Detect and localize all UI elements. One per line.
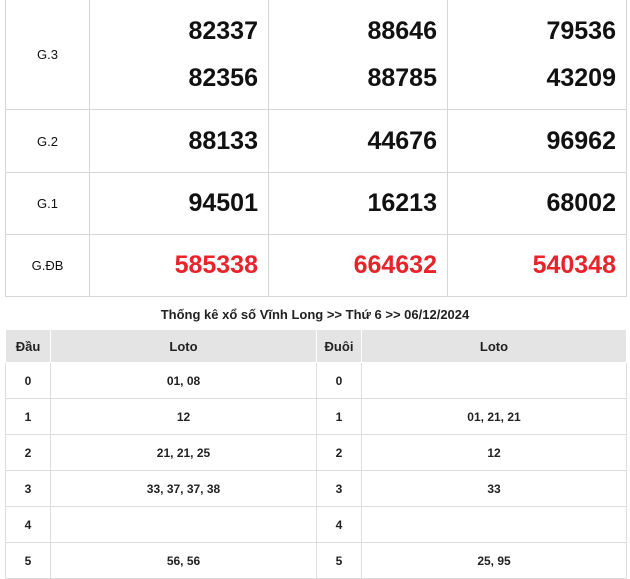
header-loto-2: Loto [361, 329, 627, 363]
stats-row: 3 33, 37, 37, 38 3 33 [5, 470, 627, 507]
prize-cell: 96962 [447, 109, 627, 173]
prize-number: 540348 [532, 251, 616, 279]
prize-cell: 540348 [447, 234, 627, 297]
dau-loto: 56, 56 [50, 542, 317, 579]
dau-digit: 4 [5, 506, 51, 543]
prize-row: G.ĐB 585338 664632 540348 [5, 234, 627, 297]
duoi-digit: 0 [316, 362, 362, 399]
dau-digit: 1 [5, 398, 51, 435]
prize-cell: 44676 [268, 109, 448, 173]
prize-number: 68002 [546, 189, 616, 217]
stats-row: 2 21, 21, 25 2 12 [5, 434, 627, 471]
stats-row: 5 56, 56 5 25, 95 [5, 542, 627, 579]
duoi-digit: 4 [316, 506, 362, 543]
stats-row: 0 01, 08 0 [5, 362, 627, 399]
duoi-digit: 1 [316, 398, 362, 435]
prize-number: 88133 [188, 126, 258, 155]
prize-number: 88785 [367, 63, 437, 92]
dau-loto: 12 [50, 398, 317, 435]
prize-label: G.2 [5, 109, 90, 173]
duoi-loto: 12 [361, 434, 627, 471]
prize-number: 79536 [546, 16, 616, 45]
header-dau: Đầu [5, 329, 51, 363]
prize-cell: 88646 88785 [268, 0, 448, 110]
prize-number: 664632 [353, 251, 437, 279]
dau-digit: 5 [5, 542, 51, 579]
header-loto: Loto [50, 329, 317, 363]
prize-row: G.1 94501 16213 68002 [5, 172, 627, 235]
loto-stats-table: Đầu Loto Đuôi Loto 0 01, 08 0 1 12 1 01, 21, 2… [5, 329, 627, 579]
prize-number: 585338 [174, 251, 258, 279]
stats-row: 1 12 1 01, 21, 21 [5, 398, 627, 435]
dau-digit: 0 [5, 362, 51, 399]
duoi-loto [361, 506, 627, 543]
dau-loto: 33, 37, 37, 38 [50, 470, 317, 507]
header-duoi: Đuôi [316, 329, 362, 363]
prize-number: 82356 [188, 63, 258, 92]
duoi-loto [361, 362, 627, 399]
prize-label: G.ĐB [5, 234, 90, 297]
duoi-loto: 33 [361, 470, 627, 507]
prize-row: G.2 88133 44676 96962 [5, 109, 627, 173]
stats-header-row: Đầu Loto Đuôi Loto [5, 329, 627, 363]
prize-cell: 585338 [89, 234, 269, 297]
prize-number: 43209 [546, 63, 616, 92]
prize-number: 82337 [188, 16, 258, 45]
dau-loto: 01, 08 [50, 362, 317, 399]
duoi-loto: 01, 21, 21 [361, 398, 627, 435]
prize-cell: 16213 [268, 172, 448, 235]
prize-cell: 68002 [447, 172, 627, 235]
prize-cell: 94501 [89, 172, 269, 235]
prize-number: 44676 [367, 126, 437, 155]
prize-label: G.1 [5, 172, 90, 235]
prize-cell: 82337 82356 [89, 0, 269, 110]
prize-label: G.3 [5, 0, 90, 110]
results-table: G.3 82337 82356 88646 88785 79536 43209 G.2 8813… [5, 0, 627, 297]
dau-digit: 2 [5, 434, 51, 471]
prize-cell: 664632 [268, 234, 448, 297]
prize-cell: 79536 43209 [447, 0, 627, 110]
stats-title: Thống kê xổ số Vĩnh Long >> Thứ 6 >> 06/… [160, 307, 470, 322]
duoi-digit: 2 [316, 434, 362, 471]
prize-row: G.3 82337 82356 88646 88785 79536 43209 [5, 0, 627, 110]
prize-cell: 88133 [89, 109, 269, 173]
prize-number: 88646 [367, 16, 437, 45]
prize-number: 96962 [546, 126, 616, 155]
duoi-loto: 25, 95 [361, 542, 627, 579]
dau-digit: 3 [5, 470, 51, 507]
dau-loto: 21, 21, 25 [50, 434, 317, 471]
duoi-digit: 3 [316, 470, 362, 507]
duoi-digit: 5 [316, 542, 362, 579]
prize-number: 16213 [367, 189, 437, 217]
prize-number: 94501 [188, 189, 258, 217]
dau-loto [50, 506, 317, 543]
